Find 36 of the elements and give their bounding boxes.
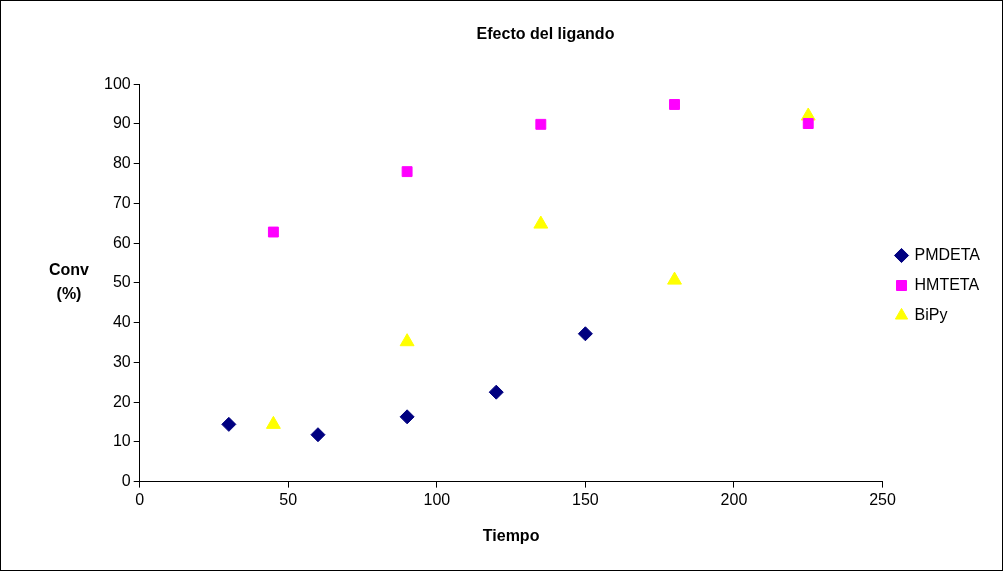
legend-label: HMTETA xyxy=(914,275,980,293)
chart-title: Efecto del ligando xyxy=(476,25,615,43)
y-tick-label: 40 xyxy=(112,313,131,331)
y-tick-label: 100 xyxy=(103,74,131,92)
point xyxy=(399,333,415,347)
point xyxy=(533,215,549,229)
y-tick-label: 70 xyxy=(112,193,131,211)
y-tick-label: 50 xyxy=(112,273,131,291)
point xyxy=(488,384,504,400)
point xyxy=(577,326,593,342)
x-tick-label: 150 xyxy=(572,490,599,508)
x-tick-label: 250 xyxy=(869,490,896,508)
y-axis-title: Conv (%) xyxy=(49,261,90,303)
y-tick-label: 90 xyxy=(112,114,131,132)
point xyxy=(401,166,413,178)
x-tick-label: 0 xyxy=(135,490,145,508)
y-tick-label: 10 xyxy=(112,432,131,450)
point xyxy=(310,427,326,443)
point xyxy=(667,271,682,285)
x-tick-label: 100 xyxy=(423,490,451,508)
point xyxy=(802,118,814,129)
x-axis-title: Tiempo xyxy=(482,526,540,544)
point xyxy=(267,226,279,238)
y-tick-label: 80 xyxy=(112,154,131,172)
y-tick-label: 60 xyxy=(112,233,131,251)
point xyxy=(535,118,547,130)
x-tick-label: 200 xyxy=(720,490,748,508)
y-tick-label: 20 xyxy=(112,392,131,410)
legend-label: BiPy xyxy=(914,305,948,323)
point xyxy=(399,409,415,425)
legend-label: PMDETA xyxy=(914,245,981,263)
y-tick-label: 30 xyxy=(112,352,131,370)
point xyxy=(669,99,680,110)
x-tick-label: 50 xyxy=(279,490,298,508)
y-tick-label: 0 xyxy=(121,472,131,490)
point xyxy=(221,416,237,432)
